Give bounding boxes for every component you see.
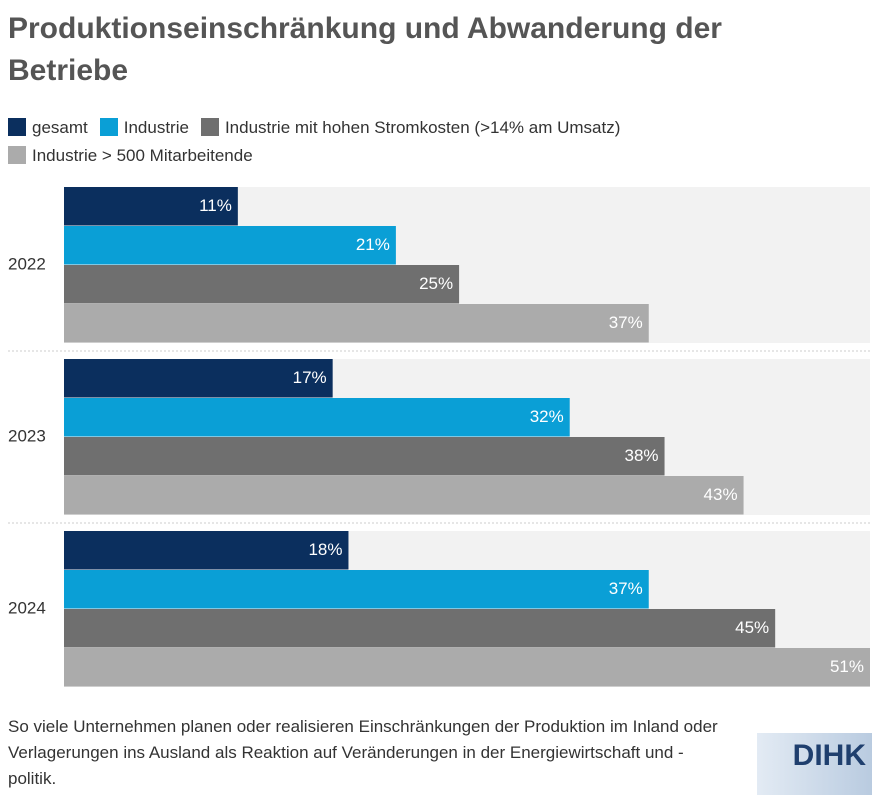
legend-swatch — [8, 146, 26, 164]
bar — [64, 398, 570, 437]
bar — [64, 226, 396, 265]
bar — [64, 437, 665, 476]
bar — [64, 187, 238, 226]
value-label: 45% — [735, 618, 769, 637]
value-label: 21% — [356, 235, 390, 254]
legend-swatch — [99, 118, 118, 136]
value-label: 51% — [830, 657, 864, 676]
bar — [64, 531, 349, 570]
value-label: 11% — [199, 196, 232, 215]
y-tick-label: 2024 — [8, 598, 46, 617]
legend-label: Industrie > 500 Mitarbeitende — [32, 146, 253, 165]
y-tick-label: 2023 — [8, 426, 46, 445]
legend-label: Industrie mit hohen Stromkosten (>14% am… — [224, 118, 621, 137]
legend-item: Industrie > 500 Mitarbeitende — [8, 142, 253, 170]
legend: gesamt Industrie Industrie mit hohen Strom… — [8, 114, 868, 170]
legend-item: Industrie mit hohen Stromkosten (>14% am… — [200, 114, 621, 142]
legend-label: Industrie — [123, 118, 189, 137]
bar — [64, 476, 744, 515]
caption: So viele Unternehmen planen oder realisi… — [8, 717, 718, 788]
y-tick-label: 2022 — [8, 254, 46, 273]
legend-label: gesamt — [32, 118, 88, 137]
value-label: 18% — [308, 540, 342, 559]
bar — [64, 265, 460, 304]
value-label: 17% — [293, 368, 327, 387]
value-label: 25% — [419, 274, 453, 293]
bar — [64, 648, 870, 687]
value-label: 37% — [609, 313, 643, 332]
legend-item: gesamt — [8, 114, 88, 142]
value-label: 43% — [704, 485, 738, 504]
bar — [64, 570, 649, 609]
value-label: 38% — [625, 446, 659, 465]
legend-item: Industrie — [99, 114, 189, 142]
bar — [64, 609, 776, 648]
legend-swatch — [8, 118, 26, 136]
legend-swatch — [200, 118, 219, 136]
value-label: 37% — [609, 579, 643, 598]
bar — [64, 359, 333, 398]
bar — [64, 304, 649, 343]
value-label: 32% — [530, 407, 564, 426]
chart-title: Produktionseinschränkung und Abwanderung… — [8, 12, 722, 87]
logo: DIHK — [757, 733, 872, 795]
